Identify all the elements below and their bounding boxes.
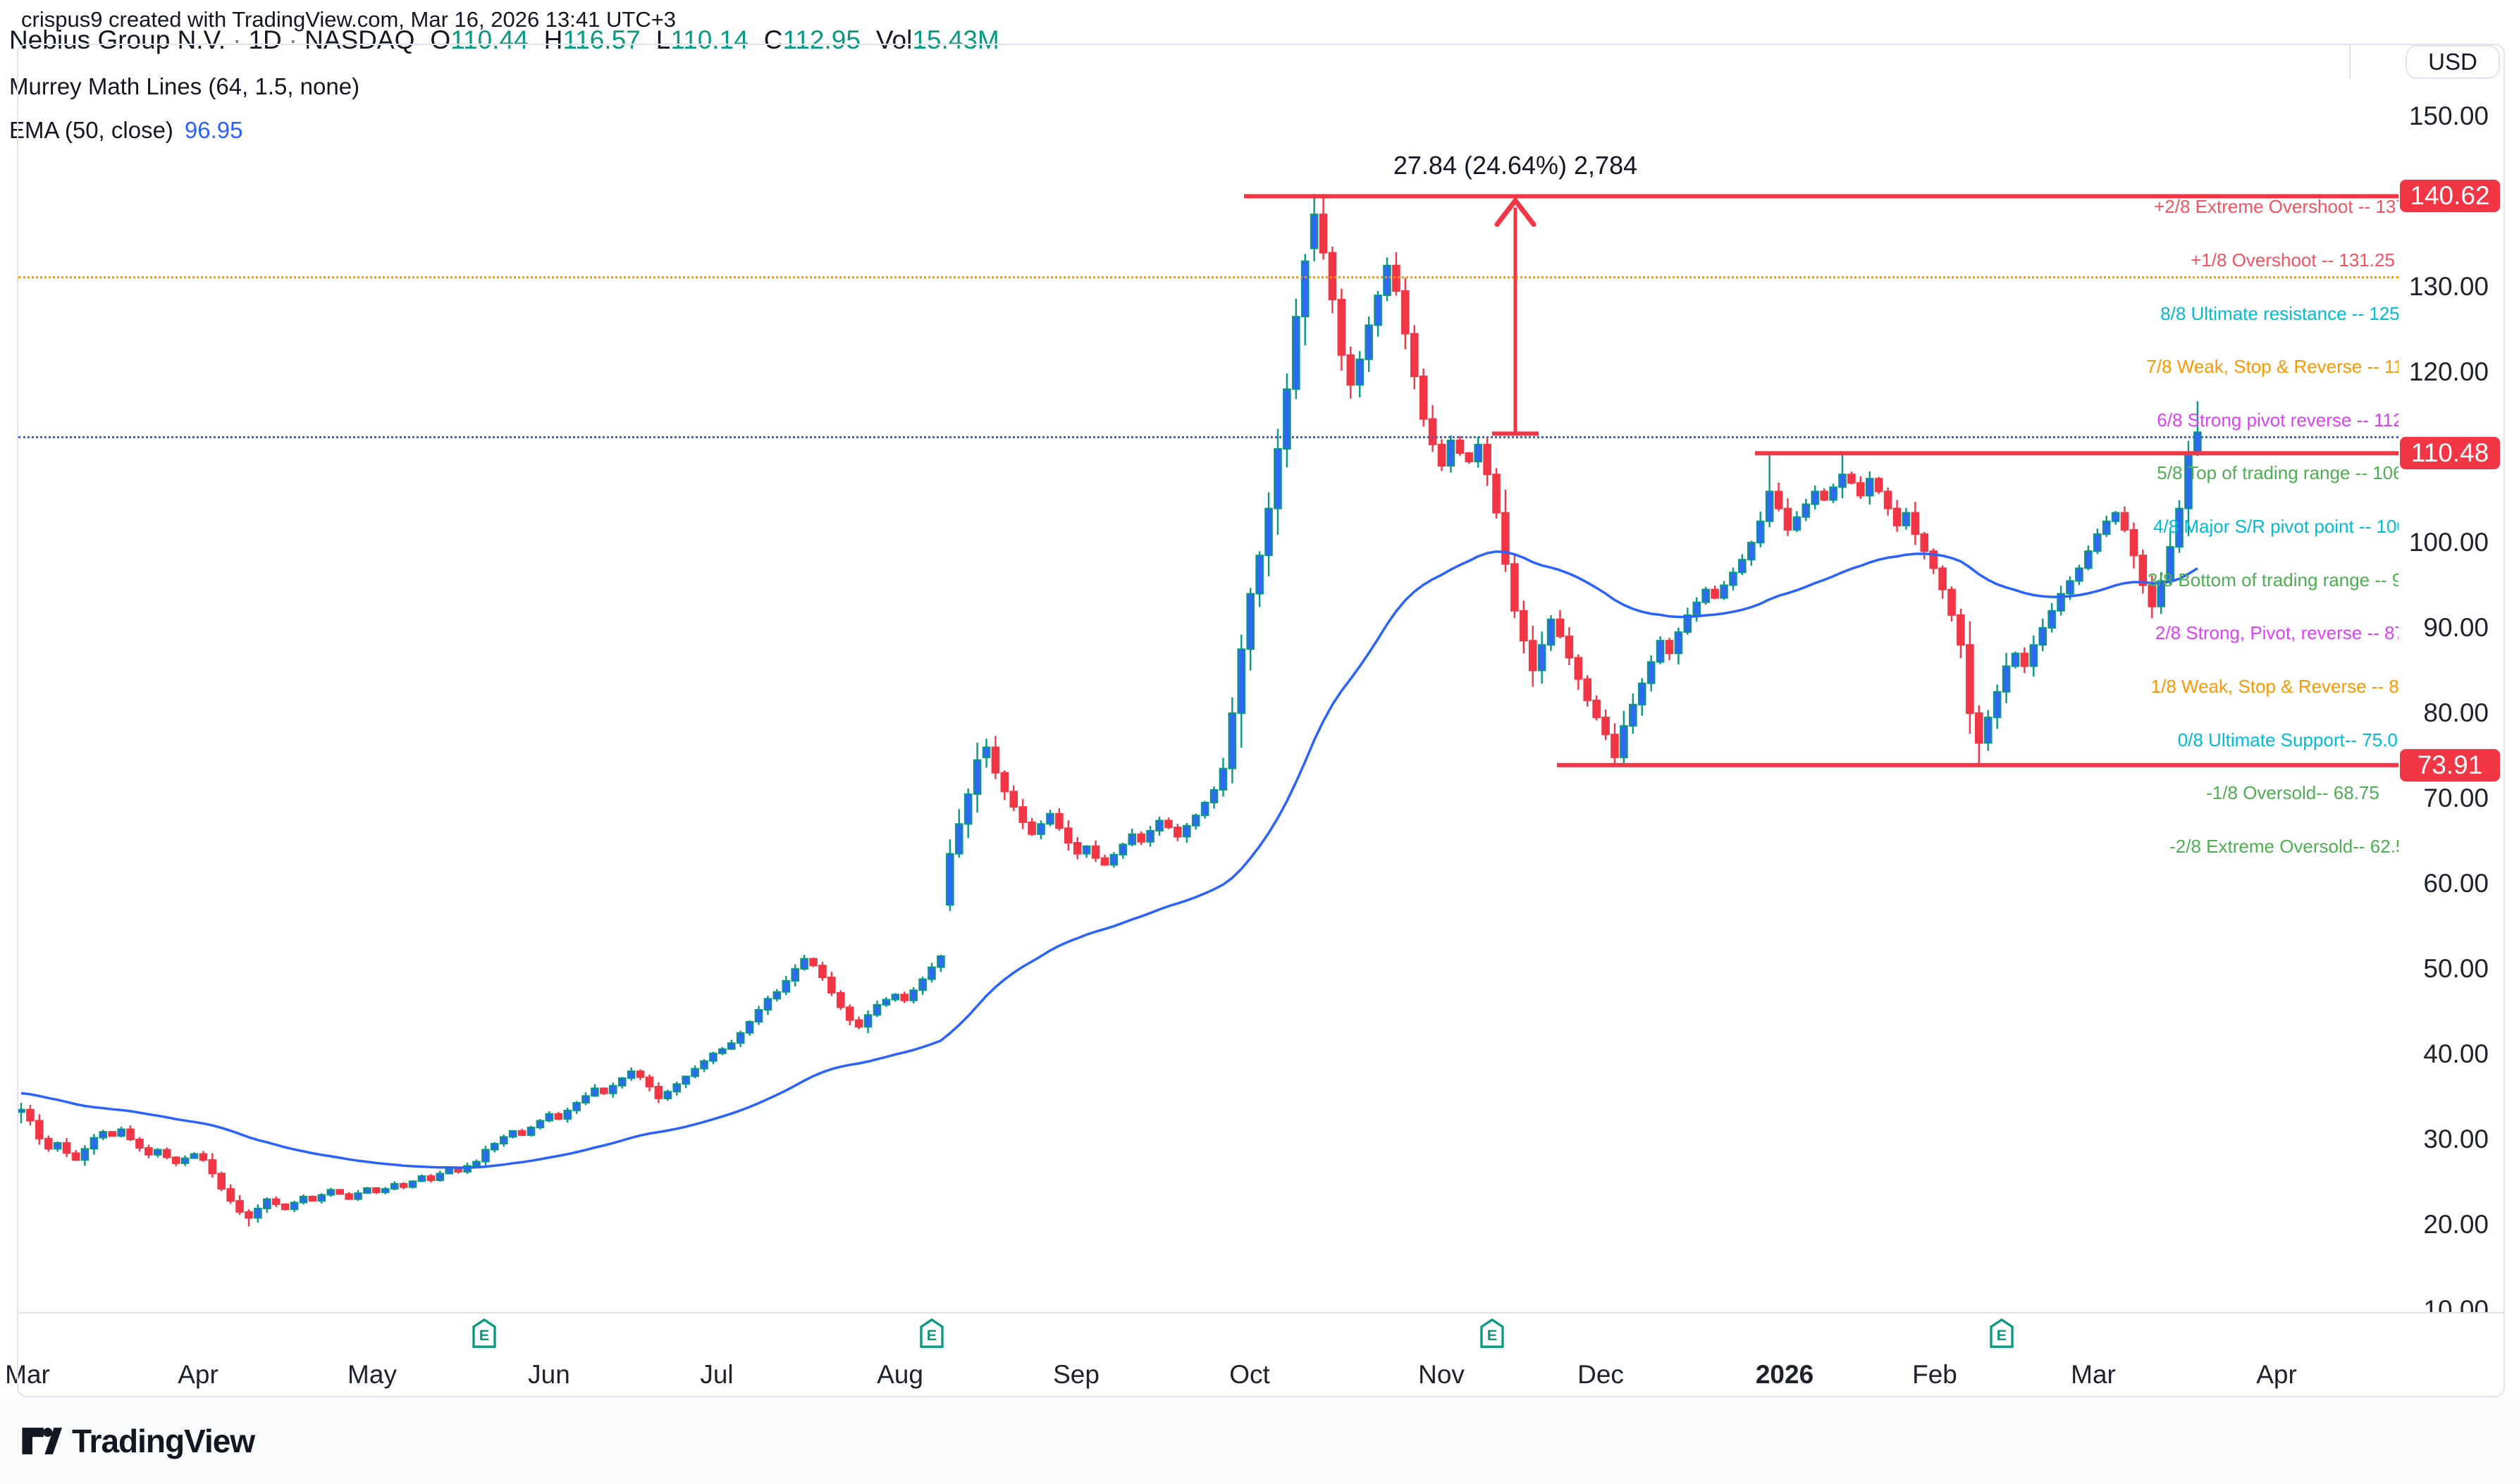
measure-arrowhead[interactable] xyxy=(1494,196,1536,227)
candlestick-layer xyxy=(18,194,2398,1227)
price-badge: 73.91 xyxy=(2400,748,2500,781)
time-axis-month-label: Mar xyxy=(5,1360,50,1389)
murrey-level-label: 0/8 Ultimate Support-- 75.00 xyxy=(2177,729,2398,750)
ohlc-key: H xyxy=(543,25,563,54)
ohlc-item: Vol15.43M xyxy=(876,25,999,54)
chart-legend: Nebius Group N.V. · 1D · NASDAQ O110.44 H116.5… xyxy=(9,25,1015,161)
price-tick-label: 120.00 xyxy=(2408,357,2489,386)
tradingview-logo-icon xyxy=(22,1428,62,1454)
symbol-interval: 1D xyxy=(248,25,282,54)
time-axis-month-label: 2026 xyxy=(1755,1360,1814,1389)
candles-group xyxy=(18,194,2202,1227)
chart-canvas[interactable]: +2/8 Extreme Overshoot -- 137.50 +1/8 Ove… xyxy=(18,44,2398,1312)
symbol-exchange: NASDAQ xyxy=(304,25,415,54)
ohlc-item: O110.44 xyxy=(430,25,528,54)
time-axis-month-label: Apr xyxy=(2256,1360,2297,1389)
murrey-level-label: -1/8 Oversold-- 68.75 xyxy=(2206,782,2379,804)
time-axis[interactable]: Mar Apr May Jun Jul Aug Sep Oct Nov Dec 2026 Feb Mar… xyxy=(5,1312,2504,1397)
time-axis-month-label: Jun xyxy=(528,1360,570,1389)
ohlc-value: 116.57 xyxy=(562,25,641,54)
svg-text:E: E xyxy=(479,1326,489,1344)
time-axis-month-label: Jul xyxy=(700,1360,734,1389)
drawings-group[interactable] xyxy=(1244,194,2398,767)
price-badge: 110.48 xyxy=(2400,437,2500,470)
time-axis-month-label: May xyxy=(347,1360,397,1389)
price-tick-label: 40.00 xyxy=(2423,1039,2489,1068)
price-tick-label: 100.00 xyxy=(2408,528,2489,557)
price-tick-label: 70.00 xyxy=(2423,784,2489,812)
price-tick-label: 60.00 xyxy=(2423,869,2489,898)
ohlc-value: 110.14 xyxy=(670,25,749,54)
price-axis[interactable]: 150.00 130.00 120.00 100.00 90.00 80.00 70.00 6… xyxy=(2398,44,2504,1324)
price-tick-label: 130.00 xyxy=(2408,272,2489,301)
murrey-level-label: 2/8 Strong, Pivot, reverse -- 87.50 xyxy=(2155,622,2398,644)
legend-indicator-ema[interactable]: EMA (50, close) 96.95 xyxy=(9,117,1015,144)
price-tick-label: 30.00 xyxy=(2423,1125,2489,1154)
ohlc-value: 112.95 xyxy=(782,25,861,54)
attribution-text: crispus9 created with TradingView.com, M… xyxy=(21,7,677,32)
legend-indicator-murrey[interactable]: Murrey Math Lines (64, 1.5, none) xyxy=(9,73,360,99)
time-axis-month-label: Dec xyxy=(1577,1360,1624,1389)
ohlc-key: C xyxy=(763,25,783,54)
earnings-icon[interactable]: E xyxy=(470,1316,498,1350)
ohlc-item: L110.14 xyxy=(656,25,749,54)
time-axis-month-label: Apr xyxy=(178,1360,218,1389)
ema-group xyxy=(20,550,2198,1169)
murrey-level-label: -2/8 Extreme Oversold-- 62.50 xyxy=(2169,835,2398,857)
time-axis-month-label: Feb xyxy=(1912,1360,1957,1389)
price-tick-label: 20.00 xyxy=(2423,1210,2489,1239)
symbol-title: Nebius Group N.V. xyxy=(9,25,226,54)
murrey-level-label: 8/8 Ultimate resistance -- 125.00 xyxy=(2160,302,2398,324)
murrey-level-label: 1/8 Weak, Stop & Reverse -- 81.25 xyxy=(2150,675,2398,697)
time-axis-month-label: Nov xyxy=(1418,1360,1465,1389)
time-axis-month-label: Aug xyxy=(877,1360,923,1389)
axis-corner-separator xyxy=(2349,45,2351,79)
time-axis-month-label: Oct xyxy=(1229,1360,1270,1389)
legend-separator: · xyxy=(233,25,242,54)
svg-text:E: E xyxy=(1997,1326,2007,1344)
murrey-overshoot-dotted-line xyxy=(18,276,2398,278)
ohlc-item: C112.95 xyxy=(764,25,861,54)
murrey-level-label: 6/8 Strong pivot reverse -- 112.50 xyxy=(2157,409,2398,431)
ema-label: EMA (50, close) xyxy=(9,117,173,143)
price-badge: 140.62 xyxy=(2400,180,2500,213)
ohlc-item: H116.57 xyxy=(544,25,641,54)
tradingview-logo-text: TradingView xyxy=(72,1423,255,1459)
earnings-icon[interactable]: E xyxy=(1478,1316,1506,1350)
ema-value: 96.95 xyxy=(184,117,243,143)
price-tick-label: 50.00 xyxy=(2423,954,2489,983)
price-tick-label: 90.00 xyxy=(2423,613,2489,642)
time-axis-month-label: Mar xyxy=(2071,1360,2116,1389)
earnings-icon[interactable]: E xyxy=(918,1316,946,1350)
time-axis-month-label: Sep xyxy=(1053,1360,1100,1389)
murrey-level-label: +2/8 Extreme Overshoot -- 137.50 xyxy=(2154,196,2398,218)
price-tick-label: 80.00 xyxy=(2423,698,2489,727)
ohlc-key: Vol xyxy=(875,25,913,54)
ema-line xyxy=(20,550,2198,1169)
murrey-pivot-dotted-line xyxy=(18,435,2398,438)
murrey-level-label: 3/8 Bottom of trading range -- 93.75 xyxy=(2148,569,2398,590)
murrey-level-label: +1/8 Overshoot -- 131.25 xyxy=(2191,249,2395,271)
svg-text:E: E xyxy=(927,1326,937,1344)
murrey-level-label: 5/8 Top of trading range -- 106.25 xyxy=(2157,462,2398,484)
earnings-icon[interactable]: E xyxy=(1988,1316,2016,1350)
measure-label[interactable]: 27.84 (24.64%) 2,784 xyxy=(1393,151,1638,180)
murrey-level-label: 4/8 Major S/R pivot point -- 100.00 xyxy=(2153,516,2398,537)
legend-symbol-row[interactable]: Nebius Group N.V. · 1D · NASDAQ O110.44 H116.5… xyxy=(9,25,1015,55)
ohlc-key: L xyxy=(655,25,671,54)
tradingview-logo[interactable]: TradingView xyxy=(21,1422,255,1460)
murrey-level-label: 7/8 Weak, Stop & Reverse -- 118.75 xyxy=(2146,356,2398,378)
ohlc-key: O xyxy=(430,25,451,54)
svg-text:E: E xyxy=(1487,1326,1497,1344)
ohlc-value: 15.43M xyxy=(912,25,999,54)
currency-toggle-button[interactable]: USD xyxy=(2406,45,2500,79)
page-footer-strip xyxy=(0,1397,2519,1484)
price-tick-label: 150.00 xyxy=(2408,101,2489,130)
legend-separator: · xyxy=(288,25,298,54)
ohlc-value: 110.44 xyxy=(450,25,529,54)
